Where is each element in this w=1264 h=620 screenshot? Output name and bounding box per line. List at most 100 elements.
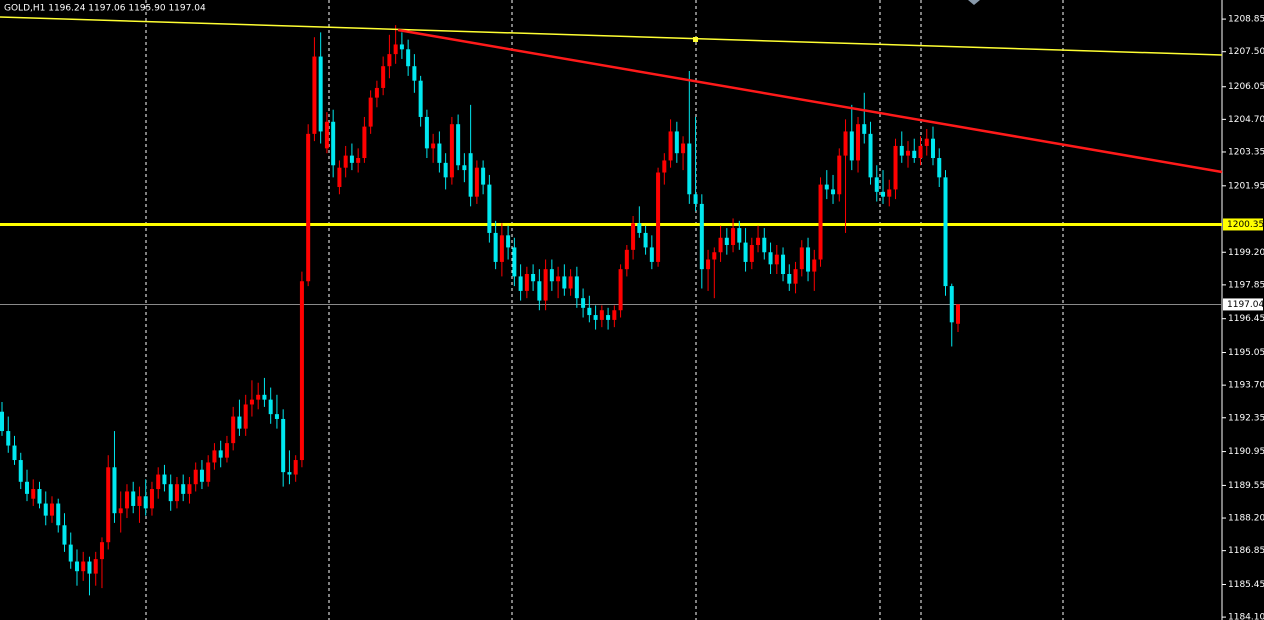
candle-body <box>893 145 898 190</box>
candle-body <box>699 203 704 270</box>
candle-body <box>468 153 473 197</box>
y-tick-label: 1192.35 <box>1228 413 1264 423</box>
candle-body <box>756 237 761 246</box>
candle-body <box>68 544 73 562</box>
y-tick-label: 1206.05 <box>1228 82 1264 92</box>
candle-body <box>381 66 386 88</box>
candle-body <box>824 184 829 190</box>
candle-body <box>606 315 611 320</box>
candle-body <box>937 158 942 178</box>
y-tick-label: 1197.85 <box>1228 280 1264 290</box>
candle-body <box>843 131 848 156</box>
candle-body <box>256 394 261 400</box>
candle-body <box>718 237 723 253</box>
candle-body <box>543 269 548 301</box>
y-tick-label: 1189.55 <box>1228 481 1264 491</box>
candle-body <box>312 56 317 134</box>
candle-body <box>18 460 23 482</box>
candle-body <box>687 143 692 195</box>
candle-body <box>412 66 417 81</box>
candle-body <box>581 298 586 308</box>
y-tick-label: 1190.95 <box>1228 447 1264 457</box>
trend-line <box>0 16 1223 56</box>
candle-body <box>406 49 411 67</box>
candle-body <box>12 445 17 461</box>
candle-body <box>437 143 442 163</box>
candle-body <box>793 269 798 284</box>
price-label-box <box>1223 298 1263 311</box>
candle-body <box>237 416 242 429</box>
candle-body <box>424 116 429 149</box>
candle-body <box>918 145 923 159</box>
candle-body <box>337 167 342 188</box>
candle-body <box>643 232 648 248</box>
candle-body <box>106 467 111 543</box>
candle-body <box>93 559 98 574</box>
candle-body <box>0 411 4 432</box>
candle-body <box>787 273 792 284</box>
level-label: 1200.35 <box>1227 220 1264 230</box>
candle-body <box>418 80 423 117</box>
candle-body <box>831 189 836 195</box>
y-tick-label: 1193.70 <box>1228 381 1264 391</box>
candle-body <box>87 561 92 574</box>
candle-body <box>443 162 448 178</box>
candle-body <box>174 484 179 502</box>
candle-body <box>6 431 11 446</box>
candle-body <box>474 167 479 197</box>
candle-body <box>399 44 404 50</box>
candle-body <box>887 189 892 197</box>
candle-body <box>781 254 786 274</box>
candle-body <box>799 247 804 270</box>
candle-body <box>574 276 579 299</box>
candle-body <box>199 469 204 482</box>
candle-body <box>37 489 42 504</box>
level-label-box <box>1223 218 1263 231</box>
y-tick-label: 1195.05 <box>1228 348 1264 358</box>
candle-body <box>374 87 379 98</box>
candle-body <box>874 177 879 192</box>
candle-body <box>393 44 398 55</box>
candle-body <box>862 124 867 134</box>
candle-body <box>599 310 604 320</box>
price-label: 1197.04 <box>1227 300 1264 310</box>
candle-body <box>24 481 29 494</box>
candle-body <box>631 223 636 250</box>
candle-body <box>624 249 629 270</box>
candle-body <box>881 191 886 197</box>
candle-body <box>818 184 823 260</box>
candle-body <box>524 273 529 291</box>
candle-body <box>693 194 698 204</box>
candle-body <box>56 503 61 526</box>
candle-body <box>456 124 461 166</box>
y-tick-label: 1186.85 <box>1228 546 1264 556</box>
scroll-marker <box>968 0 980 5</box>
candle-body <box>81 561 86 572</box>
candle-body <box>518 276 523 291</box>
candle-body <box>499 235 504 262</box>
candle-body <box>912 150 917 159</box>
candle-body <box>431 143 436 149</box>
candle-body <box>806 247 811 272</box>
candle-body <box>537 281 542 301</box>
candle-body <box>156 474 161 490</box>
candle-body <box>387 54 392 67</box>
y-tick-label: 1196.45 <box>1228 314 1264 324</box>
y-tick-label: 1184.10 <box>1228 613 1264 620</box>
candle-body <box>318 56 323 132</box>
candle-body <box>681 143 686 154</box>
candle-body <box>281 418 286 473</box>
time-grid <box>145 0 1064 620</box>
candle-body <box>762 237 767 253</box>
candle-body <box>118 508 123 514</box>
candle-body <box>162 474 167 485</box>
candle-body <box>837 155 842 195</box>
candle-body <box>487 184 492 233</box>
candle-body <box>43 503 48 516</box>
candle-body <box>168 484 173 502</box>
candle-body <box>362 126 367 159</box>
candle-body <box>706 259 711 270</box>
candle-body <box>299 281 304 461</box>
candle-body <box>731 228 736 246</box>
